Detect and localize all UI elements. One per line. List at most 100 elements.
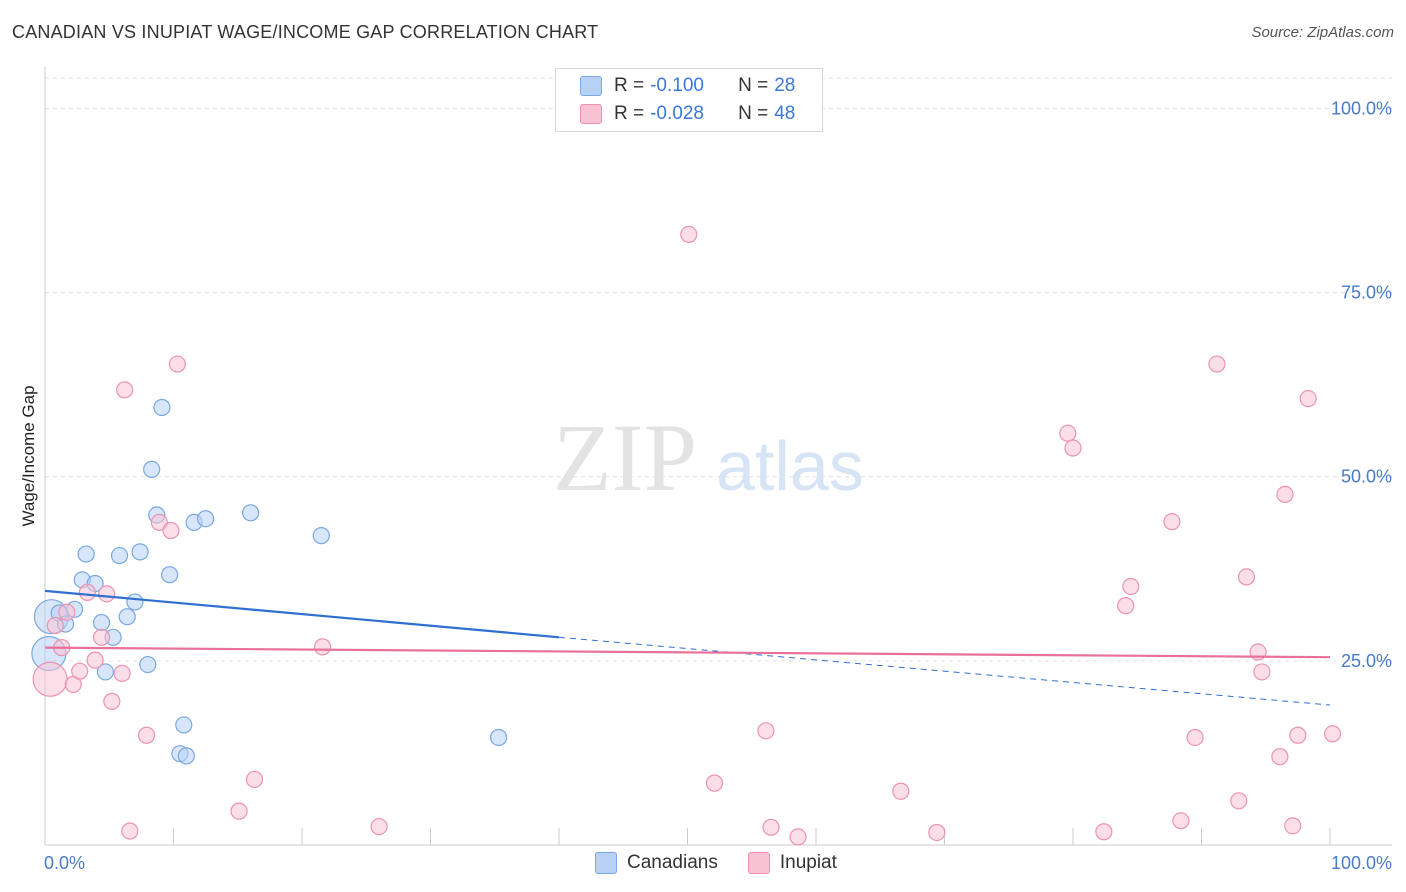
canadians-point	[126, 593, 144, 611]
y-axis-label: Wage/Income Gap	[19, 385, 38, 526]
inupiat-point	[680, 225, 698, 244]
inupiat-point	[46, 616, 64, 635]
inupiat-point	[98, 585, 116, 603]
canadians-trend-extension	[558, 636, 1331, 706]
legend-row-inupiat: R = -0.028 N = 48	[580, 102, 795, 126]
y-tick-label: 75.0%	[1341, 283, 1392, 303]
r-label: R =	[614, 103, 645, 124]
inupiat-trend-line	[44, 646, 1331, 659]
legend-label: Inupiat	[779, 852, 837, 873]
y-tick-label: 100.0%	[1331, 98, 1392, 118]
canadians-point	[110, 546, 129, 565]
inupiat-point	[150, 513, 168, 531]
n-label: N =	[738, 103, 769, 124]
inupiat-point	[1284, 817, 1302, 835]
inupiat-point	[245, 770, 264, 789]
inupiat-point	[1253, 663, 1271, 681]
inupiat-point	[1237, 568, 1256, 586]
legend-item-canadians[interactable]: Canadians	[595, 852, 718, 874]
r-value: -0.028	[650, 103, 704, 124]
canadians-point	[92, 613, 111, 632]
canadians-swatch	[580, 76, 602, 96]
x-tick-label: 0.0%	[44, 853, 85, 873]
inupiat-point	[78, 583, 97, 601]
inupiat-point	[137, 726, 156, 744]
canadians-point	[153, 398, 171, 417]
r-value: -0.100	[650, 75, 704, 96]
inupiat-point	[1122, 577, 1140, 596]
canadians-point	[242, 504, 260, 522]
canadians-point	[177, 747, 195, 765]
inupiat-point	[168, 355, 186, 373]
inupiat-point	[32, 661, 68, 697]
watermark-atlas: atlas	[716, 427, 864, 505]
legend-label: Canadians	[627, 852, 718, 873]
inupiat-point	[1064, 439, 1082, 457]
inupiat-point	[892, 782, 910, 800]
inupiat-point	[1059, 424, 1077, 442]
canadians-point	[77, 545, 95, 563]
axes	[44, 67, 1392, 846]
canadians-point	[118, 608, 136, 626]
x-tick-label: 100.0%	[1331, 853, 1392, 873]
inupiat-point	[705, 774, 724, 792]
canadians-point	[161, 566, 179, 584]
trend-lines	[44, 589, 1331, 706]
inupiat-point	[92, 628, 111, 646]
series-canadians	[31, 398, 508, 765]
n-value: 48	[774, 103, 796, 124]
inupiat-point	[86, 651, 104, 669]
canadians-point	[490, 728, 508, 747]
gridlines	[45, 77, 1392, 662]
inupiat-point	[71, 662, 89, 680]
tick-labels: 25.0% 50.0% 75.0% 100.0% 0.0% 100.0%	[44, 98, 1392, 873]
watermark-zip: ZIP	[553, 404, 697, 511]
inupiat-point	[113, 664, 131, 682]
inupiat-point	[370, 817, 388, 836]
canadians-point	[175, 716, 193, 734]
inupiat-point	[121, 822, 139, 840]
inupiat-swatch	[580, 104, 602, 124]
y-tick-label: 50.0%	[1341, 467, 1392, 487]
inupiat-point	[1323, 725, 1342, 743]
bottom-legend: Canadians Inupiat	[595, 852, 867, 874]
inupiat-swatch	[747, 852, 770, 874]
inupiat-point	[58, 603, 76, 621]
legend-row-canadians: R = -0.100 N = 28	[580, 74, 795, 98]
canadians-point	[143, 460, 161, 478]
inupiat-point	[1208, 355, 1226, 373]
n-value: 28	[774, 75, 796, 96]
inupiat-point	[313, 638, 332, 656]
inupiat-point	[1299, 390, 1317, 408]
canadians-point	[197, 510, 215, 528]
inupiat-point	[1276, 485, 1294, 504]
inupiat-point	[230, 802, 248, 820]
inupiat-point	[789, 828, 807, 846]
series-inupiat	[32, 225, 1342, 846]
inupiat-point	[762, 818, 780, 836]
canadians-point	[96, 663, 114, 681]
inupiat-point	[116, 381, 134, 399]
y-tick-label: 25.0%	[1341, 651, 1392, 671]
inupiat-point	[1117, 597, 1135, 615]
inupiat-point	[103, 692, 121, 710]
inupiat-point	[757, 722, 775, 740]
inupiat-point	[1172, 812, 1190, 830]
inupiat-point	[928, 823, 946, 842]
canadians-swatch	[595, 852, 617, 874]
canadians-point	[131, 543, 149, 561]
canadians-point	[139, 655, 157, 674]
source-label: Source: ZipAtlas.com	[1251, 24, 1394, 41]
inupiat-point	[1289, 726, 1307, 744]
inupiat-point	[162, 521, 180, 540]
n-label: N =	[738, 75, 769, 96]
inupiat-point	[1186, 728, 1204, 747]
inupiat-point	[1271, 748, 1289, 766]
canadians-trend-line	[44, 589, 560, 639]
inupiat-point	[1095, 823, 1113, 841]
legend: R = -0.100 N = 28 R = -0.028 N = 48	[555, 68, 823, 132]
chart-title: CANADIAN VS INUPIAT WAGE/INCOME GAP CORR…	[12, 22, 599, 42]
inupiat-point	[1230, 792, 1248, 810]
legend-item-inupiat[interactable]: Inupiat	[747, 852, 837, 874]
